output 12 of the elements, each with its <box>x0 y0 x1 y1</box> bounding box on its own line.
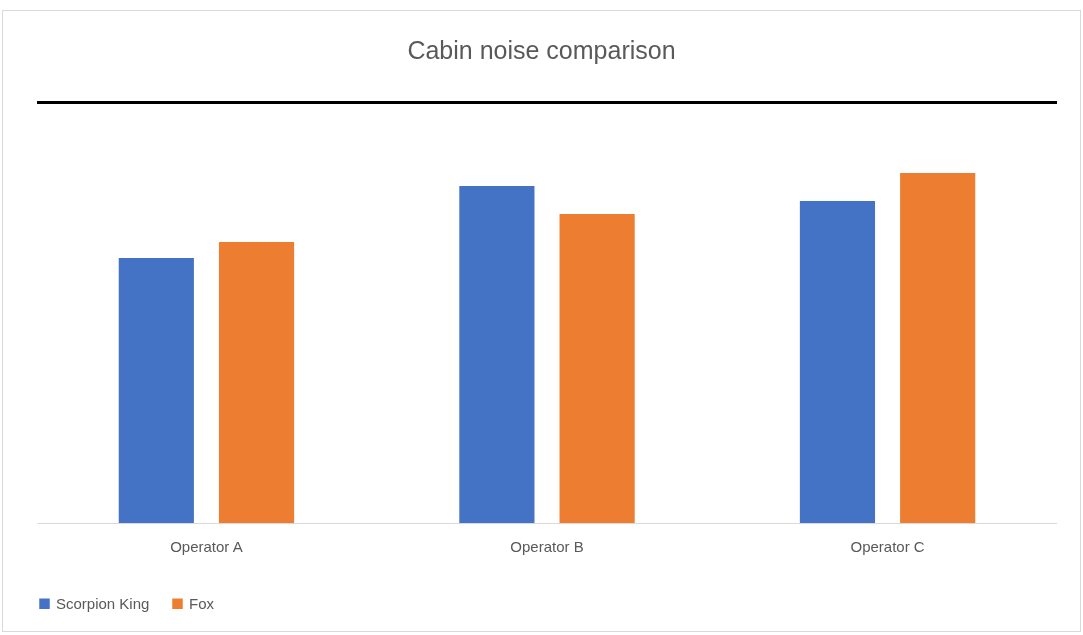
bar <box>900 173 976 523</box>
legend-label: Scorpion King <box>56 594 150 612</box>
chart-title: Cabin noise comparison <box>406 36 677 65</box>
bar <box>118 258 194 523</box>
x-tick-label: Operator A <box>170 537 243 555</box>
bar <box>559 213 635 523</box>
x-tick-label: Operator B <box>510 537 584 555</box>
bar <box>218 241 295 523</box>
bar <box>799 201 876 523</box>
legend-label: Fox <box>189 594 215 612</box>
x-tick-label: Operator C <box>850 537 925 555</box>
bar <box>459 185 535 523</box>
